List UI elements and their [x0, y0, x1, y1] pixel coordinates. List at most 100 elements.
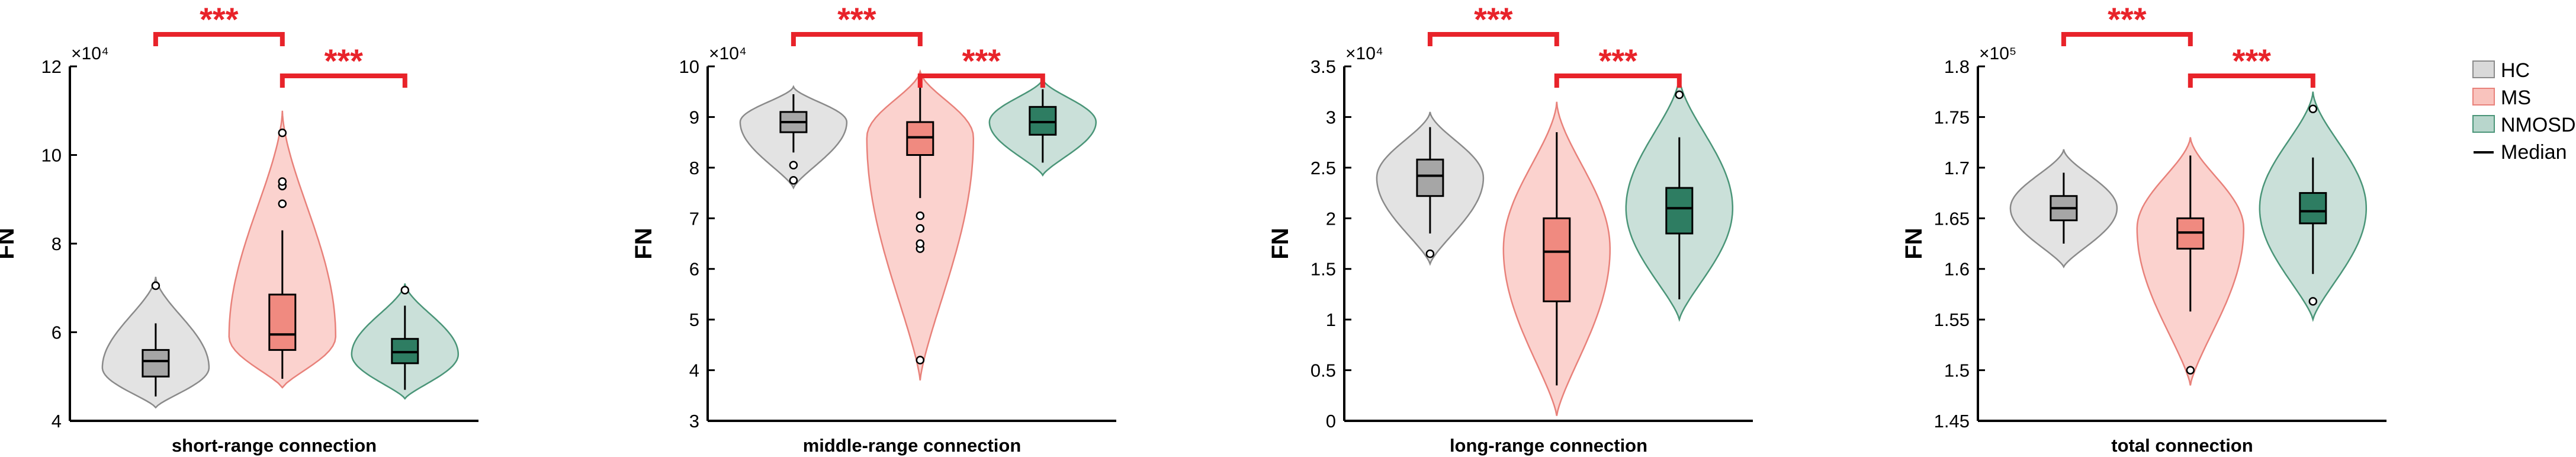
legend-swatch-nmosd	[2472, 115, 2495, 133]
iqr-box-ms	[906, 121, 934, 156]
y-tick-label: 1.55	[1934, 309, 1970, 330]
y-axis-label: FN	[631, 228, 657, 259]
outlier-point-nmosd	[400, 286, 410, 295]
y-tick-label: 3	[689, 411, 699, 432]
x-axis-label: short-range connection	[172, 435, 377, 456]
violin-group-ms	[1502, 101, 1611, 416]
y-tick-label: 5	[689, 309, 699, 330]
chart-panel-3: 0 0.5 1 1.5 2 2.5 3 3.5 ×10⁴ FN long-range connect…	[1267, 1, 1753, 456]
significance-bracket-1: ***	[153, 1, 285, 46]
y-tick-label: 8	[689, 158, 699, 178]
significance-label: ***	[325, 42, 364, 79]
bracket-line	[2188, 73, 2315, 88]
y-tick-label: 1.8	[1944, 56, 1970, 77]
bracket-line	[280, 73, 407, 88]
x-axis-label: long-range connection	[1450, 435, 1647, 456]
outlier-point-ms	[916, 224, 925, 233]
outlier-point-hc	[151, 281, 160, 290]
y-tick-label: 1.7	[1944, 158, 1970, 178]
outlier-point-ms	[278, 128, 287, 138]
significance-label: ***	[962, 42, 1001, 79]
y-exponent-label: ×10⁴	[1345, 44, 1383, 63]
legend-median-line	[2474, 151, 2494, 154]
y-tick-label: 6	[52, 322, 62, 343]
significance-bracket-1: ***	[1427, 1, 1559, 46]
y-tick-label: 0	[1326, 411, 1336, 432]
iqr-box-ms	[268, 293, 297, 351]
legend-swatch-hc	[2472, 60, 2495, 78]
x-axis-label: middle-range connection	[803, 435, 1022, 456]
y-tick-label: 6	[689, 259, 699, 280]
y-axis-label: FN	[1901, 228, 1927, 259]
outlier-point-ms	[2186, 366, 2195, 375]
significance-bracket-1: ***	[791, 1, 923, 46]
y-tick-label: 1.75	[1934, 107, 1970, 127]
outlier-point-hc	[789, 175, 798, 185]
y-tick-label: 10	[679, 56, 699, 77]
violin-group-nmosd	[351, 283, 460, 400]
bracket-line	[153, 32, 285, 46]
violin-group-nmosd	[1625, 76, 1734, 322]
y-tick-label: 12	[41, 56, 62, 77]
y-tick-label: 1.6	[1944, 259, 1970, 280]
y-exponent-label: ×10⁴	[709, 44, 747, 63]
y-tick-label: 2	[1326, 208, 1336, 229]
significance-bracket-2: ***	[2188, 42, 2315, 88]
violin-group-hc	[1376, 111, 1485, 266]
iqr-box-hc	[142, 349, 170, 378]
y-tick-label: 4	[689, 360, 699, 381]
legend-label-hc: HC	[2501, 59, 2530, 82]
outlier-point-ms	[278, 199, 287, 208]
violin-group-nmosd	[2259, 91, 2368, 322]
significance-label: ***	[200, 1, 239, 38]
significance-label: ***	[837, 1, 876, 38]
bracket-line	[791, 32, 923, 46]
y-tick-label: 9	[689, 107, 699, 127]
outlier-point-hc	[789, 161, 798, 170]
significance-label: ***	[1599, 42, 1638, 79]
significance-bracket-2: ***	[1554, 42, 1682, 88]
violin-group-ms	[2136, 137, 2245, 386]
iqr-box-nmosd	[2299, 192, 2327, 225]
y-tick-label: 10	[41, 145, 62, 166]
iqr-box-ms	[1543, 217, 1571, 302]
y-axis-label: FN	[1267, 228, 1293, 259]
y-tick-label: 1.65	[1934, 208, 1970, 229]
outlier-point-ms	[916, 239, 925, 248]
bracket-line	[1427, 32, 1559, 46]
outlier-point-hc	[1425, 249, 1435, 258]
violin-group-nmosd	[988, 76, 1097, 177]
legend-label-ms: MS	[2501, 87, 2531, 109]
outlier-point-nmosd	[1675, 90, 1684, 100]
bracket-line	[917, 73, 1045, 88]
y-tick-label: 0.5	[1311, 360, 1336, 381]
outlier-point-ms	[916, 211, 925, 220]
y-axis-label: FN	[0, 228, 19, 259]
significance-bracket-2: ***	[917, 42, 1045, 88]
y-tick-label: 1.5	[1944, 360, 1970, 381]
chart-panel-1: 4 6 8 10 12 ×10⁴ FN short-range connection *** **…	[0, 1, 478, 456]
chart-panel-2: 3 4 5 6 7 8 9 10 ×10⁴ FN middle-range connection **…	[631, 1, 1116, 456]
significance-bracket-1: ***	[2061, 1, 2193, 46]
bracket-line	[2061, 32, 2193, 46]
bracket-line	[1554, 73, 1682, 88]
y-tick-label: 2.5	[1311, 158, 1336, 178]
y-tick-label: 3	[1326, 107, 1336, 127]
iqr-box-hc	[1416, 158, 1444, 197]
y-tick-label: 4	[52, 411, 62, 432]
violin-group-hc	[739, 85, 848, 190]
y-tick-label: 1.5	[1311, 259, 1336, 280]
significance-label: ***	[1474, 1, 1513, 38]
significance-bracket-2: ***	[280, 42, 407, 88]
outlier-point-nmosd	[2308, 297, 2318, 306]
violin-group-hc	[101, 276, 210, 409]
y-tick-label: 3.5	[1311, 56, 1336, 77]
y-tick-label: 7	[689, 208, 699, 229]
significance-label: ***	[2233, 42, 2272, 79]
significance-label: ***	[2108, 1, 2147, 38]
y-exponent-label: ×10⁴	[71, 44, 109, 63]
legend-swatch-ms	[2472, 88, 2495, 106]
y-exponent-label: ×10⁵	[1979, 44, 2016, 63]
outlier-point-ms	[278, 177, 287, 186]
